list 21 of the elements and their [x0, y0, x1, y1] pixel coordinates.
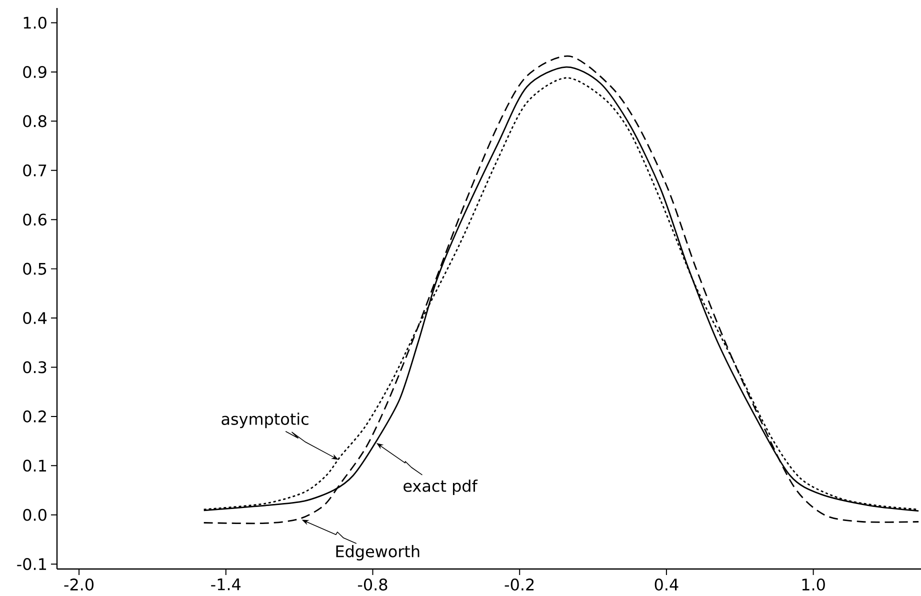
- y-tick-label: 0.7: [23, 164, 46, 176]
- y-tick-label: 0.3: [23, 361, 46, 374]
- x-tick-label: 0.4: [654, 578, 678, 591]
- x-tick-label: -1.4: [211, 578, 241, 590]
- y-tick-label: -0.1: [17, 558, 46, 570]
- x-tick-label: -0.2: [504, 578, 534, 591]
- y-tick-label: 0.6: [23, 214, 46, 226]
- annotation: asymptotic: [222, 412, 308, 428]
- y-tick-label: 0.9: [23, 66, 46, 78]
- y-tick-label: 0.1: [23, 460, 46, 472]
- y-tick-label: 0.2: [23, 410, 46, 422]
- y-tick-label: 0.0: [23, 508, 46, 521]
- x-tick-label: 1.0: [802, 578, 825, 591]
- annotation: Edgeworth: [336, 545, 420, 560]
- annotation: exact pdf: [404, 480, 478, 496]
- y-tick-label: 0.8: [23, 115, 46, 128]
- y-tick-label: 0.4: [23, 312, 47, 324]
- y-tick-label: 0.5: [23, 262, 46, 275]
- y-tick-label: 1.0: [24, 16, 46, 29]
- x-tick-label: -2.0: [64, 578, 94, 591]
- x-tick-label: -0.8: [358, 578, 388, 591]
